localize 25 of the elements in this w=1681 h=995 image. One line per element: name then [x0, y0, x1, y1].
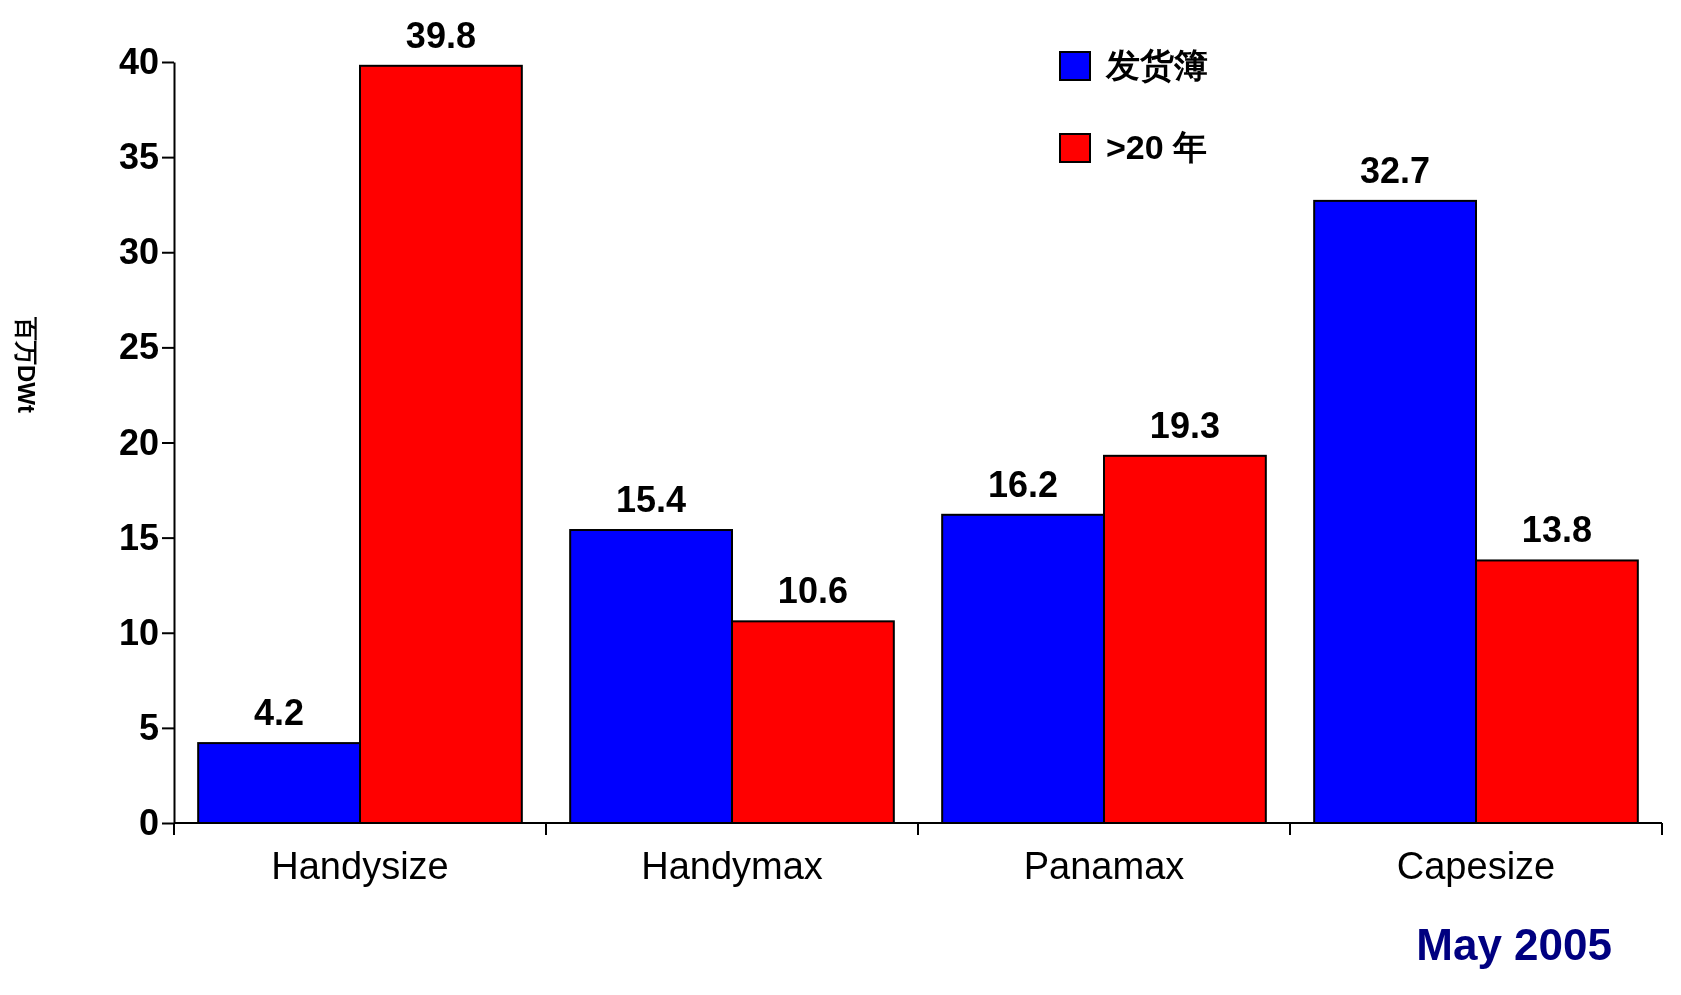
y-tick-label: 5: [138, 706, 159, 748]
x-tick-label: Capesize: [1396, 845, 1556, 888]
y-tick-label: 40: [118, 41, 159, 83]
data-label: 13.8: [1521, 509, 1592, 551]
y-tick-label: 20: [118, 421, 159, 463]
y-tick-label: 25: [118, 326, 159, 368]
y-tick-label: 10: [118, 611, 159, 653]
y-tick-label: 0: [138, 802, 159, 844]
data-label: 10.6: [777, 570, 848, 612]
legend-label: 发货簿: [1105, 46, 1208, 84]
data-label: 32.7: [1360, 149, 1431, 191]
data-label: 39.8: [405, 14, 476, 56]
data-label: 4.2: [254, 692, 305, 734]
text: May 2005: [1416, 920, 1612, 969]
data-label: 19.3: [1149, 404, 1220, 446]
x-tick-label: Handysize: [271, 845, 449, 888]
x-tick-label: Panamax: [1023, 845, 1185, 888]
data-label: 15.4: [616, 479, 687, 521]
x-tick-label: Handymax: [641, 845, 823, 888]
legend-label: >20 年: [1106, 128, 1208, 166]
data-label: 16.2: [988, 463, 1059, 505]
y-tick-label: 30: [118, 231, 159, 273]
y-axis-title: 百万DWt: [13, 316, 40, 413]
y-tick-label: 15: [118, 516, 159, 558]
y-tick-label: 35: [118, 136, 159, 178]
